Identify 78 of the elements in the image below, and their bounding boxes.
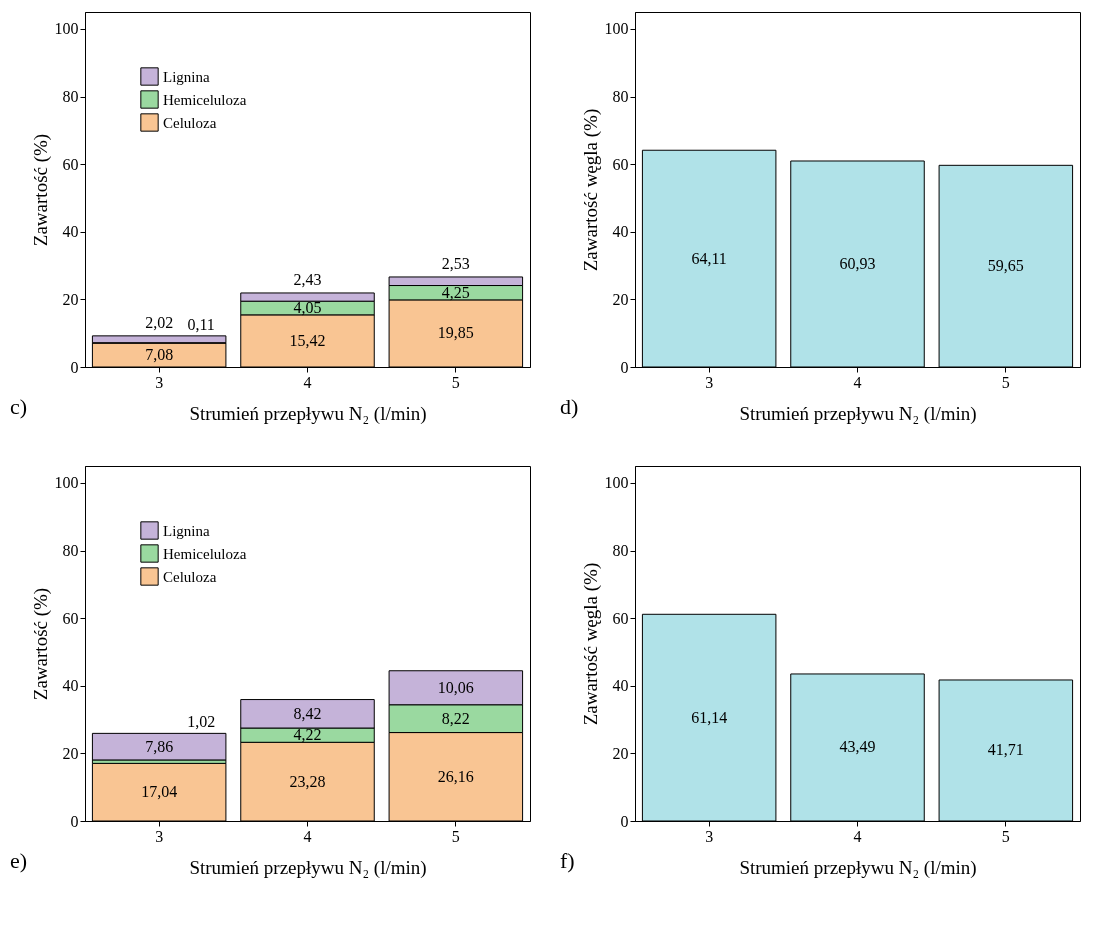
y-tick-label: 40	[62, 677, 79, 695]
data-label: 8,22	[441, 709, 470, 727]
x-tick-label: 4	[303, 373, 312, 391]
data-label: 15,42	[289, 331, 326, 349]
y-tick-label: 100	[604, 20, 629, 38]
legend-label: Lignina	[163, 522, 210, 539]
data-label: 1,02	[187, 713, 216, 731]
data-label: 19,85	[437, 324, 474, 342]
y-axis-title: Zawartość węgla (%)	[579, 108, 602, 272]
x-axis-title: Strumień przepływu N₂ (l/min)	[189, 856, 427, 879]
text: c)	[10, 394, 28, 419]
text: f)	[560, 848, 575, 873]
legend-label: Celuloza	[163, 114, 217, 131]
y-tick-label: 60	[612, 609, 629, 627]
x-tick-label: 3	[155, 373, 164, 391]
legend-label: Lignina	[163, 68, 210, 85]
y-axis-title: Zawartość węgla (%)	[579, 562, 602, 726]
legend-label: Hemiceluloza	[163, 91, 247, 108]
x-tick-label: 4	[853, 373, 862, 391]
y-tick-label: 80	[62, 88, 79, 106]
data-label: 60,93	[839, 255, 876, 272]
x-tick-label: 5	[451, 373, 460, 391]
data-label: 59,65	[987, 257, 1024, 275]
data-label: 43,49	[839, 738, 876, 756]
y-tick-label: 100	[54, 474, 79, 492]
y-tick-label: 0	[620, 358, 629, 376]
y-tick-label: 40	[612, 677, 629, 695]
data-label: 26,16	[437, 767, 474, 785]
y-tick-label: 20	[612, 290, 629, 308]
data-label: 17,04	[141, 783, 178, 801]
y-tick-label: 20	[612, 744, 629, 762]
data-label: 0,11	[187, 315, 215, 333]
x-tick-label: 5	[451, 827, 460, 845]
y-axis-title: Zawartość (%)	[29, 133, 52, 247]
x-tick-label: 3	[705, 827, 714, 845]
y-axis-title: Zawartość (%)	[29, 587, 52, 701]
data-label: 61,14	[691, 708, 728, 726]
y-tick-label: 0	[620, 812, 629, 830]
x-axis-title: Strumień przepływu N₂ (l/min)	[739, 402, 977, 425]
data-label: 4,22	[293, 726, 322, 744]
data-label: 2,02	[145, 313, 174, 331]
data-label: 41,71	[987, 741, 1024, 759]
y-tick-label: 40	[62, 223, 79, 241]
x-tick-label: 5	[1001, 827, 1010, 845]
y-tick-label: 40	[612, 223, 629, 241]
data-label: 7,86	[145, 737, 174, 755]
x-tick-label: 3	[155, 827, 164, 845]
y-tick-label: 100	[54, 20, 79, 38]
data-label: 2,53	[441, 254, 470, 272]
y-tick-label: 60	[612, 155, 629, 173]
y-tick-label: 0	[70, 812, 79, 830]
legend-label: Hemiceluloza	[163, 545, 247, 562]
legend-label: Celuloza	[163, 568, 217, 585]
y-tick-label: 80	[612, 88, 629, 106]
y-tick-label: 80	[612, 542, 629, 560]
y-tick-label: 20	[62, 744, 79, 762]
x-axis-title: Strumień przepływu N₂ (l/min)	[739, 856, 977, 879]
y-tick-label: 0	[70, 358, 79, 376]
data-label: 7,08	[145, 346, 174, 364]
data-label: 64,11	[691, 249, 727, 267]
x-tick-label: 4	[303, 827, 312, 845]
x-tick-label: 5	[1001, 373, 1010, 391]
x-tick-label: 3	[705, 373, 714, 391]
data-label: 23,28	[289, 772, 326, 790]
y-tick-label: 60	[62, 609, 79, 627]
data-label: 8,42	[293, 704, 322, 722]
data-label: 10,06	[437, 678, 474, 696]
y-tick-label: 80	[62, 542, 79, 560]
y-tick-label: 60	[62, 155, 79, 173]
text: e)	[10, 848, 28, 873]
data-label: 4,25	[441, 283, 470, 301]
x-axis-title: Strumień przepływu N₂ (l/min)	[189, 402, 427, 425]
data-label: 4,05	[293, 299, 322, 317]
data-label: 2,43	[293, 270, 322, 288]
y-tick-label: 20	[62, 290, 79, 308]
x-tick-label: 4	[853, 827, 862, 845]
text: d)	[560, 394, 579, 419]
y-tick-label: 100	[604, 474, 629, 492]
